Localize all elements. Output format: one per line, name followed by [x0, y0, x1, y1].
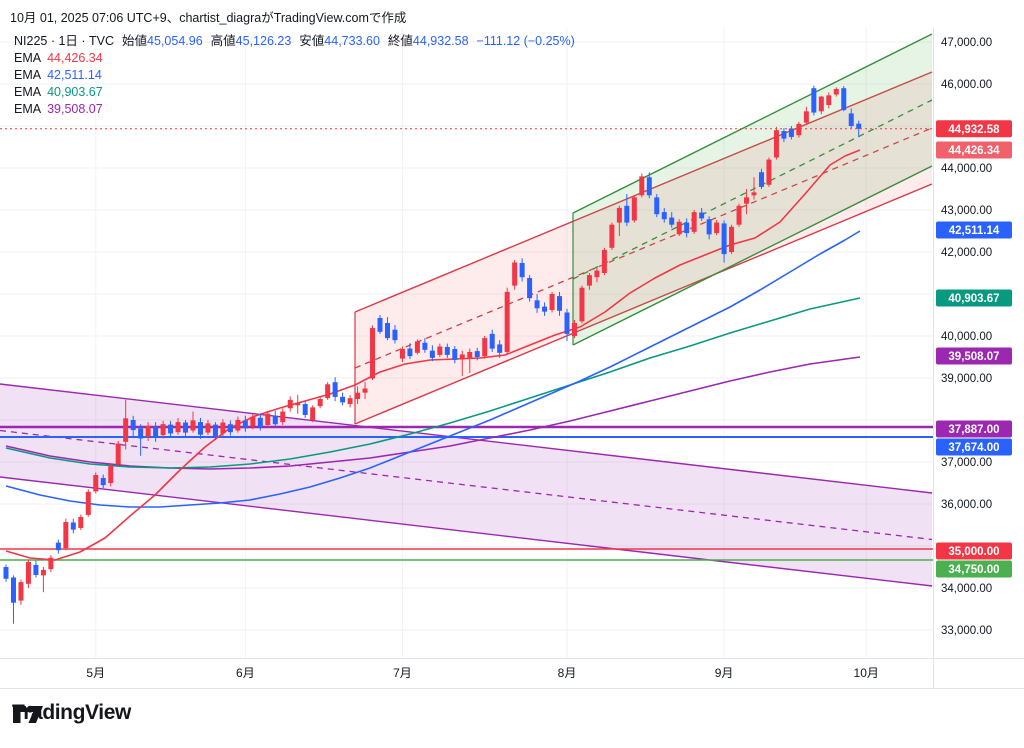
- candlesticks[interactable]: [3, 85, 862, 624]
- price-tick: 42,000.00: [941, 247, 992, 259]
- price-tick: 33,000.00: [941, 625, 992, 637]
- ohlc-field-1: 高値45,126.23: [210, 34, 292, 48]
- channel-0[interactable]: [0, 383, 933, 587]
- ema-lines[interactable]: [5, 149, 861, 561]
- gridlines: [0, 28, 933, 658]
- price-tick: 36,000.00: [941, 499, 992, 511]
- price-badge-8: 34,750.00: [936, 560, 1012, 578]
- ema-legend-row-2[interactable]: EMA 40,903.67: [14, 85, 103, 99]
- month-tick-2: 7月: [393, 666, 412, 680]
- ema-line-1: [5, 297, 861, 469]
- price-axis[interactable]: 47,000.00 46,000.00 44,000.00 43,000.00 42,0…: [936, 37, 1012, 637]
- svg-text:44,932.58: 44,932.58: [948, 124, 1000, 136]
- svg-text:37,674.00: 37,674.00: [948, 442, 999, 454]
- svg-text:40,903.67: 40,903.67: [948, 293, 999, 305]
- price-tick: 43,000.00: [941, 205, 992, 217]
- svg-text:42,511.14: 42,511.14: [949, 225, 1000, 237]
- symbol-title: NI225 · 1日 · TVC: [14, 34, 115, 48]
- ema-legend-row-1[interactable]: EMA 42,511.14: [14, 68, 102, 82]
- channel-2[interactable]: [572, 33, 933, 346]
- svg-text:35,000.00: 35,000.00: [948, 546, 999, 558]
- ema-line-3: [5, 149, 861, 561]
- price-tick: 46,000.00: [941, 79, 992, 91]
- tradingview-logo[interactable]: TradingView: [12, 701, 131, 725]
- time-axis[interactable]: 5月 6月 7月 8月 9月 10月: [86, 666, 878, 680]
- price-tick: 47,000.00: [941, 37, 992, 49]
- month-tick-5: 10月: [854, 666, 879, 680]
- price-tick: 44,000.00: [941, 163, 992, 175]
- price-badge-2: 42,511.14: [936, 221, 1012, 239]
- price-badge-3: 40,903.67: [936, 289, 1012, 307]
- price-tick: 39,000.00: [941, 373, 992, 385]
- price-badge-6: 37,674.00: [936, 438, 1012, 456]
- ema-legend-row-0[interactable]: EMA 44,426.34: [14, 51, 103, 65]
- svg-text:39,508.07: 39,508.07: [948, 351, 999, 363]
- symbol-ohlc-row[interactable]: NI225 · 1日 · TVC 始値45,054.96 高値45,126.23 安値…: [14, 33, 575, 50]
- ohlc-field-3: 終値44,932.58: [387, 34, 469, 48]
- ema-legend-row-3[interactable]: EMA 39,508.07: [14, 102, 103, 116]
- price-badge-7: 35,000.00: [936, 542, 1012, 560]
- month-tick-0: 5月: [86, 666, 105, 680]
- price-tick: 37,000.00: [941, 457, 992, 469]
- change-value: −111.12 (−0.25%): [476, 34, 575, 48]
- month-tick-4: 9月: [715, 666, 734, 680]
- price-badge-0: 44,932.58: [936, 120, 1012, 138]
- ohlc-field-0: 始値45,054.96: [122, 34, 203, 48]
- tradingview-logo-icon: [13, 705, 43, 723]
- price-badge-5: 37,887.00: [936, 420, 1012, 438]
- price-tick: 40,000.00: [941, 331, 992, 343]
- ohlc-field-2: 安値44,733.60: [299, 34, 380, 48]
- price-tick: 34,000.00: [941, 583, 992, 595]
- channel-1[interactable]: [354, 71, 933, 425]
- ema-line-2: [5, 230, 861, 508]
- price-badge-4: 39,508.07: [936, 347, 1012, 365]
- chart-legend: NI225 · 1日 · TVC 始値45,054.96 高値45,126.23 安値…: [14, 33, 575, 118]
- month-tick-3: 8月: [558, 666, 577, 680]
- month-tick-1: 6月: [236, 666, 255, 680]
- svg-text:44,426.34: 44,426.34: [948, 145, 1000, 157]
- svg-text:37,887.00: 37,887.00: [948, 424, 999, 436]
- svg-text:34,750.00: 34,750.00: [948, 564, 999, 576]
- snapshot-attribution: 10月 01, 2025 07:06 UTC+9、chartist_diagra…: [10, 11, 407, 25]
- price-badge-1: 44,426.34: [936, 141, 1012, 159]
